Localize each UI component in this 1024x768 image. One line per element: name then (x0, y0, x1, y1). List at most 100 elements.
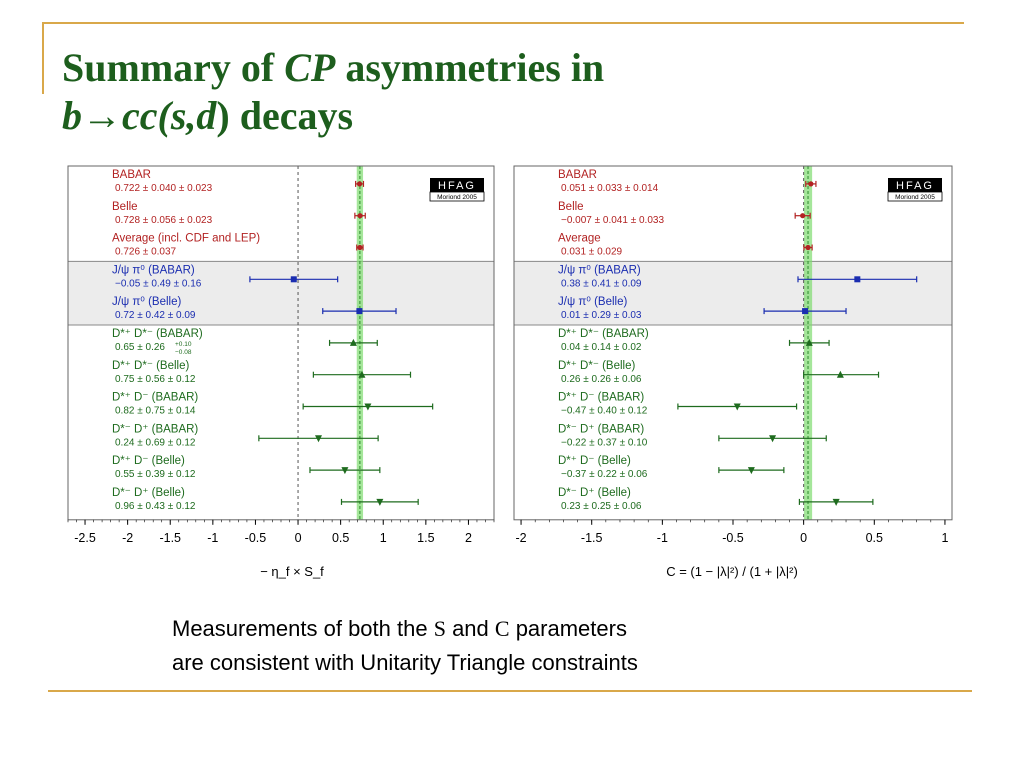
entry-name: J/ψ π⁰ (Belle) (558, 296, 627, 308)
data-point (808, 181, 814, 187)
x-tick-label: -2.5 (74, 531, 96, 545)
hfag-logo-sub-box (887, 191, 943, 202)
entry-name: D*⁺ D⁻ (Belle) (112, 455, 185, 467)
entry-value: −0.47 ± 0.40 ± 0.12 (561, 406, 648, 417)
x-tick-label: 1 (941, 531, 948, 545)
slide-title: Summary of CP asymmetries in b→cc(s,d) d… (62, 44, 782, 156)
entry-name: D*⁺ D*⁻ (BABAR) (558, 328, 649, 340)
entry-value: 0.23 ± 0.25 ± 0.06 (561, 501, 642, 512)
x-tick-label: 1.5 (417, 531, 434, 545)
entry-name: D*⁻ D⁺ (BABAR) (558, 423, 644, 435)
caption-line-2: are consistent with Unitarity Triangle c… (172, 650, 638, 675)
caption-text-a: Measurements of both the (172, 616, 434, 641)
x-tick-label: -0.5 (245, 531, 267, 545)
data-point (356, 308, 363, 315)
data-point (357, 244, 363, 251)
x-tick-label: -2 (516, 531, 527, 545)
entry-value: 0.726 ± 0.037 (115, 247, 177, 258)
top-rule (42, 22, 964, 24)
entry-value: 0.031 ± 0.029 (561, 247, 623, 258)
hfag-logo-sub-box (429, 191, 485, 202)
entry-name: D*⁺ D⁻ (Belle) (558, 455, 631, 467)
caption-line-1: Measurements of both the S and C paramet… (172, 612, 872, 646)
caption-text-b: and (445, 616, 495, 641)
entry-name: J/ψ π⁰ (BABAR) (558, 264, 641, 276)
data-point (805, 244, 811, 251)
entry-name: D*⁺ D⁻ (BABAR) (558, 392, 644, 404)
data-point (747, 467, 755, 475)
entry-name: D*⁻ D⁺ (Belle) (558, 487, 631, 499)
slide-caption: Measurements of both the S and C paramet… (172, 612, 872, 680)
x-tick-label: 0.5 (866, 531, 883, 545)
title-line-1: Summary of CP asymmetries in (62, 44, 782, 92)
data-point (733, 403, 741, 411)
data-point (836, 370, 844, 378)
x-tick-label: 1 (380, 531, 387, 545)
entry-value-sub: −0.08 (175, 349, 192, 356)
x-tick-label: -1.5 (159, 531, 181, 545)
data-point (769, 435, 777, 443)
x-axis-label: C = (1 − |λ|²) / (1 + |λ|²) (666, 564, 798, 579)
x-tick-label: -1 (657, 531, 668, 545)
title-b: b (62, 93, 82, 138)
entry-value: 0.01 ± 0.29 ± 0.03 (561, 310, 642, 321)
title-text-a: Summary of (62, 45, 285, 90)
entry-value: 0.26 ± 0.26 ± 0.06 (561, 374, 642, 385)
entry-name: J/ψ π⁰ (BABAR) (112, 264, 195, 276)
entry-name: BABAR (558, 169, 597, 181)
entry-value-sup: +0.10 (175, 341, 192, 348)
entry-name: Belle (558, 201, 584, 213)
x-axis-label: − η_f × S_f (260, 564, 324, 579)
data-point (832, 498, 840, 506)
x-tick-label: -0.5 (722, 531, 744, 545)
x-tick-label: -1.5 (581, 531, 603, 545)
entry-name: BABAR (112, 169, 151, 181)
entry-value: 0.55 ± 0.39 ± 0.12 (115, 469, 196, 480)
data-point (341, 467, 349, 475)
title-line-2: b→cc(s,d) decays (62, 92, 782, 140)
x-tick-label: 2 (465, 531, 472, 545)
entry-name: D*⁻ D⁺ (BABAR) (112, 423, 198, 435)
hfag-logo-text: HFAG (438, 180, 476, 192)
entry-value: 0.728 ± 0.056 ± 0.023 (115, 215, 213, 226)
entry-name: D*⁺ D*⁻ (BABAR) (112, 328, 203, 340)
data-point (802, 308, 809, 315)
x-tick-label: -1 (207, 531, 218, 545)
data-point (290, 276, 297, 283)
x-tick-label: 0.5 (332, 531, 349, 545)
entry-value: 0.96 ± 0.43 ± 0.12 (115, 501, 196, 512)
title-cp: CP (284, 45, 336, 90)
data-point (805, 338, 813, 346)
entry-value: −0.22 ± 0.37 ± 0.10 (561, 437, 648, 448)
left-accent-rule (42, 22, 44, 94)
chart-s-parameter: (cc-bar) s(cc-bar) d(dc-bar) cHFAGMorion… (66, 158, 500, 590)
caption-text-c: parameters (509, 616, 627, 641)
entry-value: 0.24 ± 0.69 ± 0.12 (115, 437, 196, 448)
bottom-rule (48, 690, 972, 692)
data-point (358, 370, 366, 378)
hfag-logo-text: HFAG (896, 180, 934, 192)
entry-name: D*⁺ D⁻ (BABAR) (112, 392, 198, 404)
entry-value: 0.04 ± 0.14 ± 0.02 (561, 342, 642, 353)
entry-value: 0.38 ± 0.41 ± 0.09 (561, 278, 642, 289)
entry-name: Average (558, 233, 601, 245)
entry-value: 0.75 ± 0.56 ± 0.12 (115, 374, 196, 385)
entry-value: −0.37 ± 0.22 ± 0.06 (561, 469, 648, 480)
caption-s: S (433, 616, 446, 641)
entry-name: D*⁺ D*⁻ (Belle) (112, 360, 189, 372)
data-point (800, 213, 806, 219)
entry-value: −0.007 ± 0.041 ± 0.033 (561, 215, 664, 226)
chart-c-svg: (cc-bar) s(cc-bar) d(dc-bar) cHFAGMorion… (513, 165, 953, 579)
title-decays: ) decays (216, 93, 354, 138)
data-point (349, 338, 357, 346)
chart-s-svg: (cc-bar) s(cc-bar) d(dc-bar) cHFAGMorion… (67, 165, 495, 579)
data-point (314, 435, 322, 443)
data-point (364, 403, 372, 411)
caption-c: C (494, 616, 510, 641)
x-tick-label: 0 (800, 531, 807, 545)
title-ccsd: cc(s,d (122, 93, 217, 138)
entry-name: D*⁺ D*⁻ (Belle) (558, 360, 635, 372)
title-arrow: → (82, 93, 122, 138)
entry-name: Belle (112, 201, 138, 213)
entry-value: 0.72 ± 0.42 ± 0.09 (115, 310, 196, 321)
